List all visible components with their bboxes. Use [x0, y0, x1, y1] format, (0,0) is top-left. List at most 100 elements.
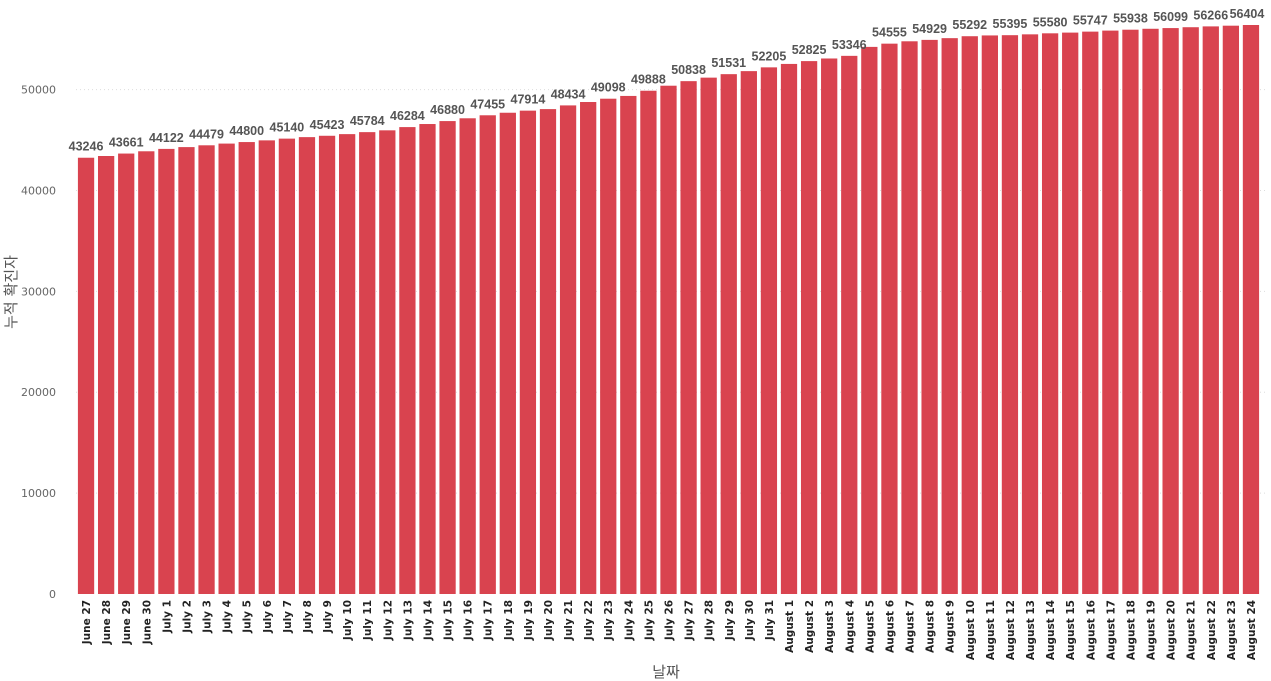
x-tick-label: July 10 — [342, 600, 354, 641]
x-tick-label: July 8 — [302, 600, 314, 634]
bar — [1202, 26, 1219, 594]
data-label: 44122 — [149, 131, 184, 145]
x-tick-label: June 27 — [81, 600, 93, 645]
bar — [1142, 28, 1159, 594]
x-tick-label: July 22 — [583, 600, 595, 641]
bar — [1122, 29, 1139, 594]
x-tick-label: July 20 — [543, 600, 555, 641]
data-label: 45140 — [270, 121, 305, 135]
y-axis-title: 누적 확진자 — [2, 255, 20, 329]
data-label: 55395 — [993, 17, 1028, 31]
data-label: 43661 — [109, 136, 144, 150]
x-tick-label: August 22 — [1206, 600, 1218, 660]
bar — [198, 145, 215, 594]
data-label: 51531 — [711, 56, 746, 70]
bar — [800, 61, 818, 594]
data-label: 55292 — [952, 18, 987, 32]
bar — [238, 142, 255, 594]
x-tick-label: July 19 — [523, 600, 535, 641]
data-labels: 43246 43661 44122 44479 44800 45140 45423 45784… — [69, 7, 1265, 154]
bar — [158, 148, 175, 595]
x-tick-label: July 6 — [262, 600, 274, 634]
x-tick-label: August 23 — [1226, 600, 1238, 660]
bar — [640, 90, 657, 594]
data-label: 56404 — [1230, 7, 1265, 21]
bar — [821, 58, 838, 594]
data-label: 55747 — [1073, 14, 1108, 28]
x-tick-label: August 9 — [945, 600, 957, 653]
y-tick-label: 40000 — [21, 184, 56, 197]
data-label: 55580 — [1033, 15, 1068, 29]
bar — [680, 81, 697, 594]
data-label: 46880 — [430, 103, 465, 117]
bar — [720, 74, 737, 595]
bar — [841, 55, 858, 594]
x-tick-label: July 2 — [181, 600, 193, 634]
bar — [278, 138, 296, 594]
x-tick-label: August 7 — [905, 600, 917, 653]
x-tick-label: August 11 — [985, 600, 997, 660]
bar — [1021, 34, 1039, 594]
bar — [780, 63, 798, 595]
bar — [1062, 32, 1079, 594]
x-tick-label: August 10 — [965, 600, 977, 660]
x-tick-label: August 14 — [1045, 600, 1057, 660]
x-tick-label: August 6 — [884, 600, 896, 653]
bar — [379, 130, 396, 594]
data-label: 54929 — [912, 22, 947, 36]
bar — [1222, 25, 1240, 595]
bar — [600, 98, 617, 595]
bar — [339, 134, 356, 594]
x-tick-label: August 13 — [1025, 600, 1037, 660]
bar — [499, 112, 516, 594]
bar — [760, 67, 778, 594]
x-tick-label: August 15 — [1065, 600, 1077, 660]
x-axis-title: 날짜 — [652, 663, 680, 681]
bar — [318, 135, 336, 594]
data-label: 56266 — [1193, 8, 1228, 22]
bar — [178, 147, 195, 595]
x-tick-label: July 30 — [744, 600, 756, 641]
bar — [399, 127, 416, 595]
bar — [921, 39, 938, 595]
bar — [620, 95, 637, 595]
bar — [419, 124, 436, 594]
bar — [258, 140, 275, 594]
x-tick-label: July 25 — [643, 600, 655, 641]
x-axis-ticks: June 27 June 28 June 29 June 30 July 1 July 2… — [81, 600, 1258, 660]
x-tick-label: June 28 — [101, 600, 113, 645]
bar — [1102, 30, 1119, 594]
x-tick-label: August 2 — [804, 600, 816, 653]
x-tick-label: July 12 — [382, 600, 394, 641]
x-tick-label: August 21 — [1186, 600, 1198, 660]
bars — [77, 25, 1260, 595]
data-label: 45423 — [310, 118, 345, 132]
bar — [539, 109, 557, 594]
x-tick-label: August 17 — [1105, 600, 1117, 660]
x-tick-label: July 4 — [222, 600, 234, 634]
x-tick-label: July 31 — [764, 600, 776, 641]
bar — [1182, 27, 1199, 594]
bar — [961, 36, 978, 595]
y-tick-label: 50000 — [21, 84, 56, 97]
x-tick-label: July 9 — [322, 600, 334, 634]
x-tick-label: July 28 — [704, 600, 716, 641]
bar — [519, 110, 537, 595]
bar — [359, 132, 376, 594]
x-tick-label: August 16 — [1085, 600, 1097, 660]
y-axis-ticks: 0 10000 20000 30000 40000 50000 — [21, 84, 56, 601]
y-tick-label: 0 — [49, 588, 56, 601]
x-tick-label: July 3 — [202, 600, 214, 634]
bar — [881, 43, 898, 595]
bar — [138, 151, 155, 594]
data-label: 49098 — [591, 81, 626, 95]
bar — [218, 143, 235, 595]
x-tick-label: August 20 — [1166, 600, 1178, 660]
x-tick-label: July 18 — [503, 600, 515, 641]
data-label: 44800 — [229, 124, 264, 138]
bar — [77, 157, 95, 595]
x-tick-label: June 30 — [141, 600, 153, 645]
bar — [118, 153, 135, 594]
x-tick-label: August 1 — [784, 600, 796, 653]
x-tick-label: August 12 — [1005, 600, 1017, 660]
